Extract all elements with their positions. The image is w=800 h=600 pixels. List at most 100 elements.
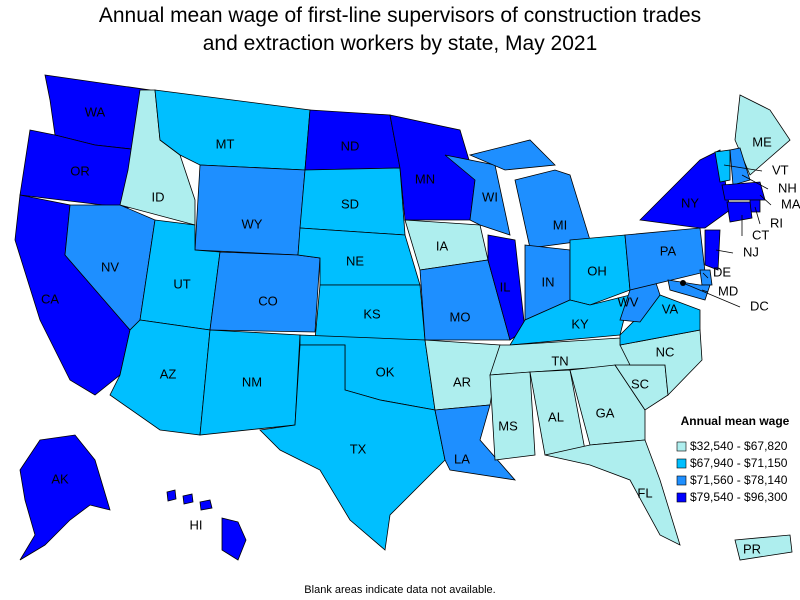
legend-label: $79,540 - $96,300 (690, 490, 788, 504)
state-shape (166, 489, 177, 502)
state-shape (194, 164, 306, 256)
state-shape (434, 404, 517, 481)
state-shape (704, 229, 721, 271)
state-label: TX (350, 441, 367, 456)
state-label: IN (542, 274, 555, 289)
state-shape (514, 169, 591, 249)
state-label: ME (752, 134, 772, 149)
state-label: MT (216, 136, 235, 151)
state-shape (468, 139, 556, 171)
state-label: NM (242, 374, 262, 389)
state-shape (19, 434, 111, 561)
state-shape (749, 199, 761, 213)
state-label: AL (548, 409, 564, 424)
legend: Annual mean wage $32,540 - $67,820 $67,940… (676, 414, 790, 504)
state-label: IA (436, 238, 449, 253)
state-shape (734, 534, 793, 561)
state-label: HI (190, 517, 203, 532)
leader-line (741, 174, 769, 190)
state-shape (667, 279, 711, 301)
state-shape (624, 227, 706, 291)
state-label: WA (85, 104, 106, 119)
leader-line (702, 272, 709, 279)
state-label: CO (258, 293, 278, 308)
state-shape (199, 499, 213, 511)
state-label: OK (376, 364, 395, 379)
state-label: WI (482, 189, 498, 204)
state-label: CA (41, 291, 59, 306)
state-label: VA (662, 301, 679, 316)
legend-title: Annual mean wage (681, 414, 790, 428)
state-label: TN (551, 353, 568, 368)
state-shape (721, 181, 766, 201)
leader-line (759, 194, 772, 206)
state-label: OR (70, 163, 90, 178)
state-label: GA (596, 405, 615, 420)
state-label: RI (770, 215, 783, 230)
legend-swatch (676, 458, 687, 469)
state-label: ND (341, 138, 360, 153)
footnote: Blank areas indicate data not available. (304, 584, 495, 596)
legend-swatch (676, 441, 687, 452)
state-label: NH (778, 180, 797, 195)
map-title: Annual mean wage of first-line superviso… (99, 4, 701, 55)
state-shape (714, 149, 731, 183)
state-label: NE (346, 253, 364, 268)
state-label: DE (713, 264, 731, 279)
state-label: IL (500, 279, 511, 294)
state-label: AR (453, 374, 471, 389)
state-label: DC (750, 298, 769, 313)
state-label: WY (242, 216, 263, 231)
state-label: LA (454, 451, 470, 466)
leader-line (715, 249, 734, 254)
state-shape (569, 364, 646, 446)
state-label: AZ (160, 366, 177, 381)
state-label: MO (450, 309, 471, 324)
state-shape (544, 439, 681, 546)
state-label: NC (656, 344, 675, 359)
legend-label: $71,560 - $78,140 (690, 473, 788, 487)
state-label: PR (743, 541, 761, 556)
state-shape (729, 147, 751, 186)
state-label: KS (363, 306, 381, 321)
leader-line (701, 289, 709, 293)
state-label: NJ (743, 244, 759, 259)
state-shape (699, 269, 713, 286)
legend-label: $67,940 - $71,150 (690, 456, 788, 470)
legend-swatch (676, 492, 687, 503)
state-label: SD (341, 196, 359, 211)
state-label: OH (587, 263, 607, 278)
legend-label: $32,540 - $67,820 (690, 439, 788, 453)
state-label: MD (718, 283, 738, 298)
legend-swatch (676, 475, 687, 486)
leader-line (723, 164, 763, 172)
state-label: PA (660, 243, 677, 258)
state-label: MA (781, 196, 800, 211)
state-label: SC (631, 376, 649, 391)
state-shape (209, 251, 321, 333)
state-label: NY (681, 195, 699, 210)
state-label: MI (553, 217, 567, 232)
states: WA OR CA ID NV MT WY UT AZ CO NM ND SD NE KS OK TX MN IA MO… (14, 74, 800, 561)
state-shape (569, 234, 631, 306)
state-label: ID (152, 189, 165, 204)
leader-line (754, 206, 761, 225)
state-label: CT (752, 227, 769, 242)
state-label: VT (772, 162, 789, 177)
state-label: UT (173, 276, 190, 291)
state-shape (182, 493, 194, 505)
state-label: NV (101, 259, 119, 274)
state-label: MS (498, 418, 518, 433)
state-shape (221, 517, 247, 561)
state-label: WV (618, 294, 639, 309)
leader-line (682, 282, 741, 308)
state-shape (489, 371, 536, 461)
state-shape (259, 344, 446, 551)
state-shape (734, 94, 791, 176)
state-shape (726, 201, 753, 223)
state-label: FL (637, 485, 652, 500)
state-label: MN (415, 171, 435, 186)
state-label: KY (571, 316, 589, 331)
state-label: AK (51, 471, 69, 486)
